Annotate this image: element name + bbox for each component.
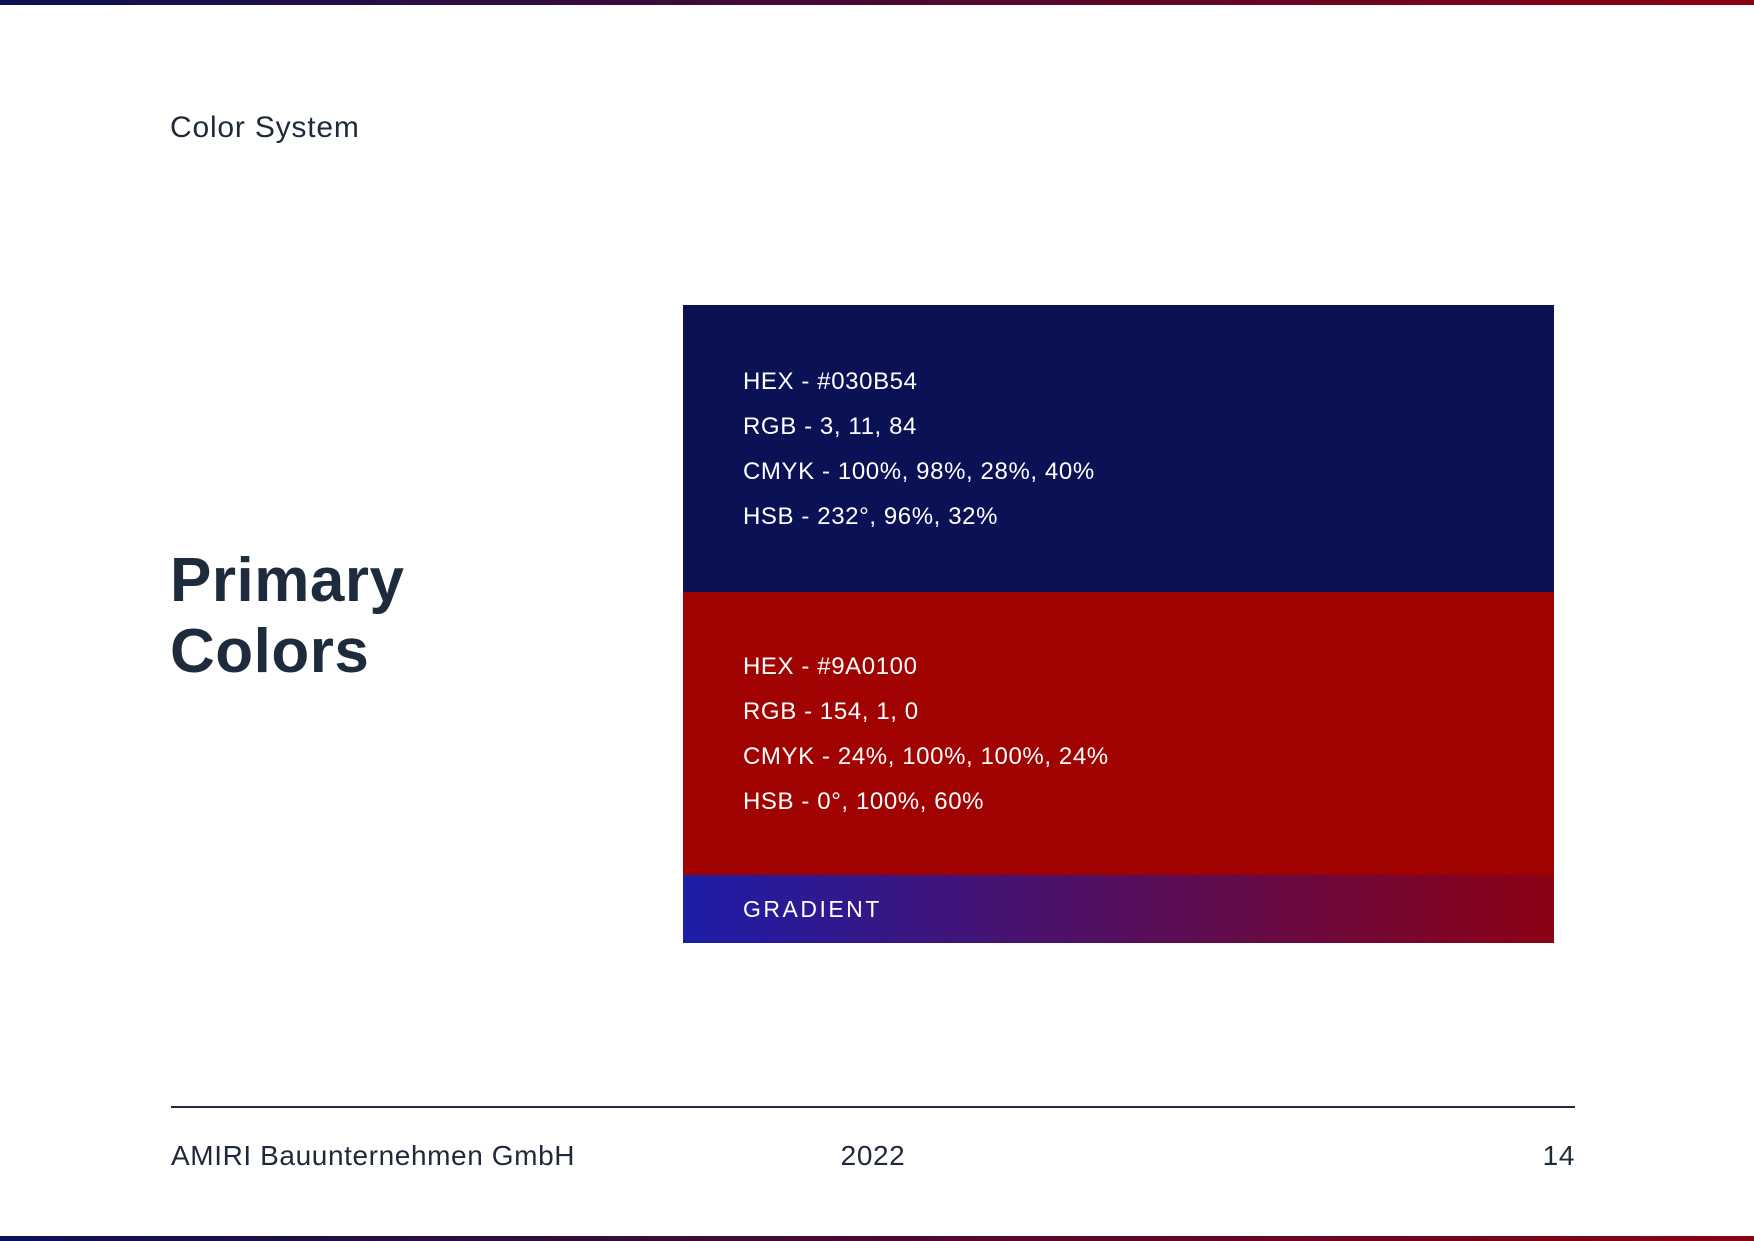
- footer-company-name: AMIRI Bauunternehmen GmbH: [171, 1140, 576, 1171]
- bottom-accent-bar: [0, 1236, 1754, 1241]
- gradient-label: GRADIENT: [743, 895, 882, 922]
- navy-hsb-value: HSB - 232°, 96%, 32%: [743, 502, 999, 530]
- red-cmyk-value: CMYK - 24%, 100%, 100%, 24%: [743, 742, 1109, 770]
- footer-page-number: 14: [1542, 1140, 1575, 1171]
- footer: AMIRI Bauunternehmen GmbH 2022 14: [171, 1140, 1575, 1172]
- navy-rgb-value: RGB - 3, 11, 84: [743, 412, 917, 440]
- red-hsb-value: HSB - 0°, 100%, 60%: [743, 787, 985, 815]
- top-accent-bar: [0, 0, 1754, 5]
- section-title: Primary Colors: [170, 546, 405, 686]
- footer-divider: [171, 1106, 1575, 1108]
- page-header-label: Color System: [170, 111, 360, 144]
- color-card: HEX - #030B54 RGB - 3, 11, 84 CMYK - 100…: [683, 305, 1554, 943]
- red-color-swatch: HEX - #9A0100 RGB - 154, 1, 0 CMYK - 24%…: [683, 592, 1554, 875]
- footer-year: 2022: [840, 1140, 906, 1171]
- gradient-swatch: GRADIENT: [683, 875, 1554, 943]
- navy-cmyk-value: CMYK - 100%, 98%, 28%, 40%: [743, 457, 1095, 485]
- red-hex-value: HEX - #9A0100: [743, 652, 918, 680]
- navy-color-swatch: HEX - #030B54 RGB - 3, 11, 84 CMYK - 100…: [683, 305, 1554, 592]
- navy-hex-value: HEX - #030B54: [743, 367, 918, 395]
- red-rgb-value: RGB - 154, 1, 0: [743, 697, 919, 725]
